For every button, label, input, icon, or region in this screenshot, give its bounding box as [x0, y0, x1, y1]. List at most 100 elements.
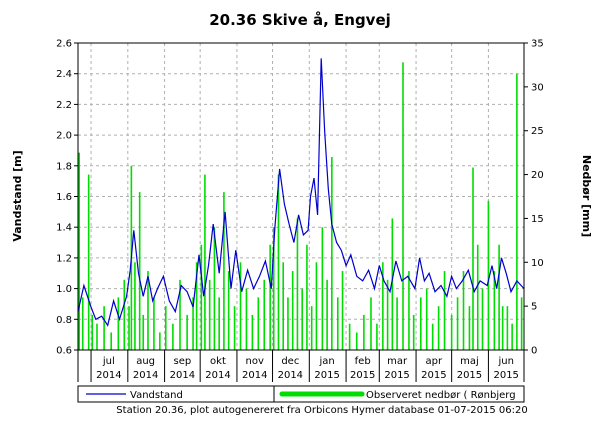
x-axis: jul 2014 aug 2014 sep 2014 okt 2014 nov 2014 dec 20… [77, 350, 525, 382]
precip-bar [487, 200, 490, 350]
left-tick-label: 1.0 [56, 284, 72, 295]
x-month-label: okt [210, 356, 226, 367]
right-y-axis: 0 5 10 15 20 25 30 35 [524, 39, 544, 357]
x-month-label: aug [136, 356, 155, 367]
x-year-label: 2014 [278, 370, 303, 381]
precip-bar [431, 323, 434, 350]
precip-bar [341, 271, 344, 350]
left-y-axis: 0.6 0.8 1.0 1.2 1.4 1.6 1.8 2.0 2.2 2.4 2.6 [56, 39, 78, 357]
precip-bar [159, 332, 161, 350]
precip-bar [186, 314, 188, 350]
precip-bar [310, 306, 313, 350]
right-tick-label: 15 [531, 214, 544, 225]
precip-bar [301, 288, 303, 350]
precip-bar [468, 306, 471, 350]
precip-bar [456, 297, 459, 350]
x-year-label: 2015 [421, 370, 446, 381]
chart-title: 20.36 Skive å, Engvej [209, 11, 391, 29]
precip-bar [272, 227, 275, 350]
precip-bar [204, 174, 206, 350]
precip-bar [103, 306, 105, 350]
precip-bar [481, 288, 484, 350]
x-month-label: nov [246, 356, 264, 367]
legend-label-nedboer: Observeret nedbør ( Rønbjerg [366, 390, 516, 401]
precip-bar [208, 279, 211, 350]
precip-bar [128, 306, 130, 350]
precip-bar [511, 323, 513, 350]
precip-bar [218, 297, 220, 350]
precip-bar [269, 244, 271, 350]
precip-bar [81, 297, 84, 350]
precip-bar [355, 332, 358, 350]
left-tick-label: 0.6 [56, 346, 72, 357]
x-month-label: jan [318, 356, 334, 367]
precip-bar [306, 244, 308, 350]
precip-bar [363, 314, 365, 350]
x-year-label: 2015 [493, 370, 518, 381]
precip-bar [348, 323, 351, 350]
precip-bar [425, 288, 428, 350]
right-axis-label: Nedbør [mm] [580, 155, 593, 237]
precip-bar [78, 152, 80, 350]
precip-bar [498, 244, 500, 350]
precip-bar [408, 271, 410, 350]
precip-bar [315, 262, 318, 350]
right-tick-label: 35 [531, 39, 544, 50]
left-tick-label: 2.6 [56, 39, 72, 50]
precip-bar [96, 323, 98, 350]
precip-bar [520, 297, 523, 350]
left-tick-label: 2.4 [56, 69, 72, 80]
precip-bar [287, 297, 289, 350]
precip-bar [501, 306, 504, 350]
precip-bar [382, 262, 384, 350]
precip-bar [138, 192, 141, 350]
right-tick-label: 10 [531, 258, 544, 269]
precip-bar [326, 279, 328, 350]
precip-bar [200, 244, 203, 350]
precip-bar [402, 62, 404, 350]
precip-bar [263, 279, 266, 350]
right-tick-label: 20 [531, 170, 544, 181]
precip-bar [123, 279, 126, 350]
precip-bar [472, 167, 474, 350]
precip-bar [153, 297, 155, 350]
left-axis-label: Vandstand [m] [11, 150, 24, 241]
precip-bar [245, 288, 248, 350]
precip-bar [110, 332, 113, 350]
x-year-label: 2015 [457, 370, 482, 381]
left-tick-label: 2.2 [56, 100, 72, 111]
precip-bar [370, 297, 372, 350]
left-tick-label: 1.8 [56, 161, 72, 172]
precip-bar [450, 314, 453, 350]
x-year-label: 2015 [384, 370, 409, 381]
x-year-label: 2014 [96, 370, 121, 381]
x-year-label: 2014 [170, 370, 195, 381]
precip-bar [396, 297, 398, 350]
precip-bar [412, 314, 415, 350]
precip-bar [291, 271, 294, 350]
x-month-label: dec [281, 356, 299, 367]
precip-bar [331, 157, 333, 350]
precip-bar [227, 271, 230, 350]
right-tick-label: 30 [531, 82, 544, 93]
left-tick-label: 1.6 [56, 192, 72, 203]
x-year-label: 2015 [314, 370, 339, 381]
right-tick-label: 25 [531, 126, 544, 137]
precip-bar [277, 174, 280, 350]
precip-bar [321, 227, 324, 350]
precip-bar [493, 271, 496, 350]
precip-bar [476, 244, 479, 350]
x-month-label: mar [387, 356, 408, 367]
precip-bar [164, 306, 167, 350]
x-year-label: 2014 [133, 370, 158, 381]
x-year-label: 2014 [205, 370, 230, 381]
precip-bar [172, 323, 174, 350]
precip-bar [142, 314, 145, 350]
left-tick-label: 0.8 [56, 315, 72, 326]
legend-label-vandstand: Vandstand [130, 390, 183, 401]
precip-bar [443, 271, 446, 350]
left-tick-label: 1.2 [56, 253, 72, 264]
x-month-label: jun [497, 356, 513, 367]
precip-bar [437, 306, 440, 350]
